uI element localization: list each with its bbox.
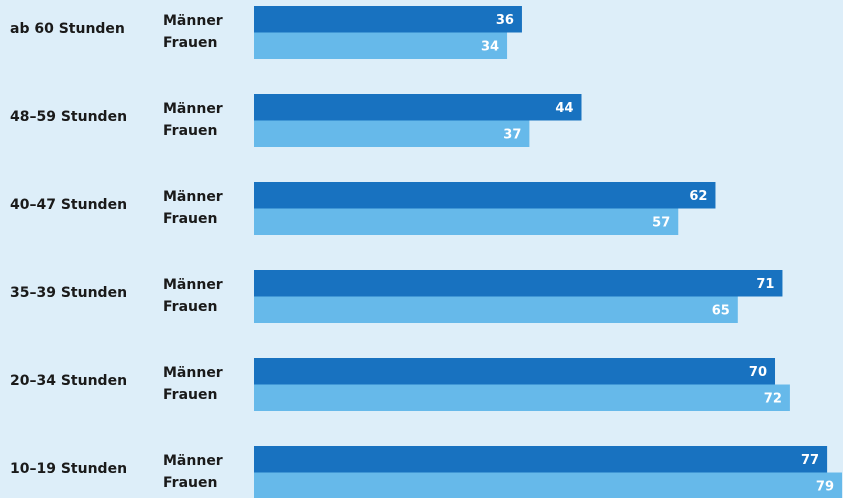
value-label: 65 bbox=[712, 303, 730, 318]
bar bbox=[254, 32, 508, 59]
value-label: 57 bbox=[652, 215, 670, 230]
bar bbox=[254, 94, 582, 121]
value-label: 71 bbox=[756, 277, 774, 292]
bar bbox=[254, 270, 783, 297]
bar bbox=[254, 182, 716, 209]
category-label: 48–59 Stunden bbox=[10, 109, 127, 125]
series-label: Männer bbox=[163, 101, 223, 117]
bar bbox=[254, 472, 842, 498]
value-label: 36 bbox=[496, 13, 514, 28]
bar bbox=[254, 446, 828, 473]
category-label: 35–39 Stunden bbox=[10, 285, 127, 301]
category-label: 10–19 Stunden bbox=[10, 461, 127, 477]
value-label: 37 bbox=[503, 127, 521, 142]
bar bbox=[254, 208, 679, 235]
category-label: 40–47 Stunden bbox=[10, 197, 127, 213]
value-label: 62 bbox=[689, 189, 707, 204]
value-label: 34 bbox=[481, 39, 499, 54]
series-label: Männer bbox=[163, 13, 223, 29]
category-label: 20–34 Stunden bbox=[10, 373, 127, 389]
value-label: 77 bbox=[801, 453, 819, 468]
category-label: ab 60 Stunden bbox=[10, 21, 125, 37]
series-label: Frauen bbox=[163, 123, 217, 139]
bar bbox=[254, 384, 790, 411]
series-label: Männer bbox=[163, 453, 223, 469]
series-label: Frauen bbox=[163, 475, 217, 491]
series-label: Frauen bbox=[163, 35, 217, 51]
series-label: Frauen bbox=[163, 211, 217, 227]
series-label: Männer bbox=[163, 189, 223, 205]
bar bbox=[254, 296, 738, 323]
series-label: Frauen bbox=[163, 299, 217, 315]
value-label: 72 bbox=[764, 391, 782, 406]
bar bbox=[254, 358, 776, 385]
series-label: Männer bbox=[163, 277, 223, 293]
bar bbox=[254, 6, 522, 33]
series-label: Männer bbox=[163, 365, 223, 381]
value-label: 44 bbox=[555, 101, 573, 116]
value-label: 70 bbox=[749, 365, 767, 380]
series-label: Frauen bbox=[163, 387, 217, 403]
bar bbox=[254, 120, 530, 147]
value-label: 79 bbox=[816, 479, 834, 494]
